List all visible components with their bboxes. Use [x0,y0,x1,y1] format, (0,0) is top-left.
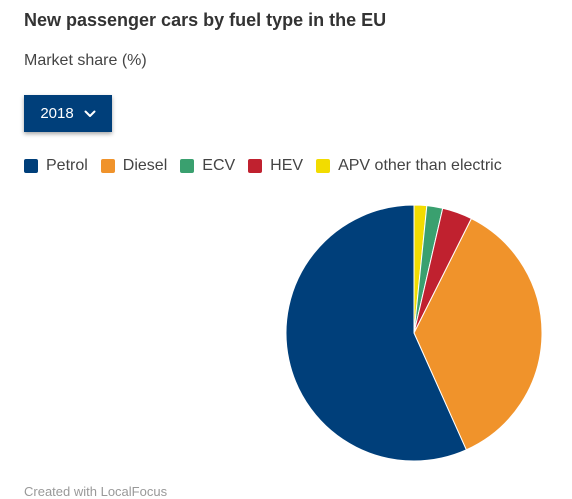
legend-item-petrol[interactable]: Petrol [24,157,88,175]
pie-slice-petrol[interactable] [285,204,467,462]
legend-label-petrol: Petrol [46,157,88,174]
legend-item-apv[interactable]: APV other than electric [316,157,502,175]
chart-title: New passenger cars by fuel type in the E… [24,10,387,30]
legend-label-apv: APV other than electric [338,157,502,174]
year-dropdown[interactable]: 2018 [24,95,112,132]
legend-swatch-ecv [180,159,195,173]
legend-swatch-petrol [24,159,38,173]
legend-item-hev[interactable]: HEV [248,157,303,175]
legend-label-hev: HEV [270,157,304,174]
pie-slices [285,204,543,462]
pie-slice-diesel[interactable] [413,217,543,451]
legend-swatch-apv [316,159,331,173]
legend-item-ecv[interactable]: ECV [180,157,235,175]
legend-swatch-hev [248,159,263,173]
legend-label-ecv: ECV [202,157,236,174]
chevron-down-icon [84,110,96,117]
chart-subtitle: Market share (%) [24,52,147,69]
year-dropdown-value: 2018 [40,105,74,122]
chart-legend: Petrol Diesel ECV HEV APV other than ele… [24,157,515,175]
legend-label-diesel: Diesel [122,157,168,174]
legend-item-diesel[interactable]: Diesel [100,157,168,175]
legend-swatch-diesel [100,159,115,173]
